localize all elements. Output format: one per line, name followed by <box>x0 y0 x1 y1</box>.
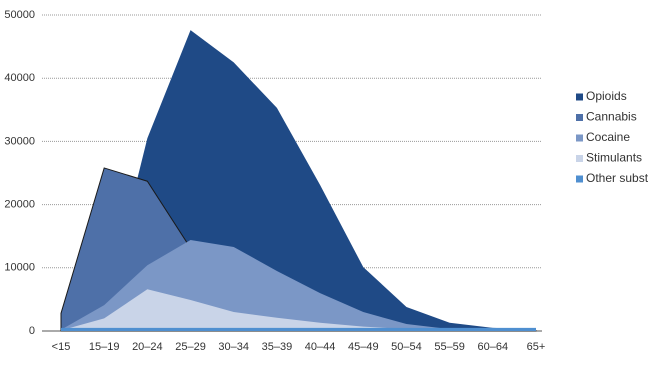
y-tick-label: 0 <box>29 325 35 337</box>
legend-swatch <box>576 175 583 183</box>
x-tick-label: 40–44 <box>305 341 336 353</box>
legend-label: Other subst <box>586 171 649 185</box>
y-tick-label: 20000 <box>4 199 35 211</box>
legend-label: Cocaine <box>586 130 630 144</box>
x-tick-label: 20–24 <box>132 341 163 353</box>
x-tick-label: <15 <box>52 341 71 353</box>
x-tick-label: 30–34 <box>218 341 249 353</box>
legend-label: Opioids <box>586 89 627 103</box>
legend-swatch <box>576 155 583 162</box>
y-tick-label: 10000 <box>4 262 35 274</box>
y-tick-label: 30000 <box>4 135 35 147</box>
y-tick-label: 40000 <box>4 72 35 84</box>
area <box>61 289 536 331</box>
y-tick-label: 50000 <box>4 9 35 21</box>
x-tick-label: 15–19 <box>89 341 120 353</box>
area <box>61 327 536 331</box>
x-tick-label: 45–49 <box>348 341 379 353</box>
legend-label: Stimulants <box>586 151 642 165</box>
x-tick-label: 55–59 <box>434 341 465 353</box>
legend-swatch <box>576 134 583 142</box>
legend-swatch <box>576 114 583 121</box>
x-tick-label: 65+ <box>527 341 546 353</box>
legend-swatch <box>576 93 583 101</box>
x-tick-label: 25–29 <box>175 341 206 353</box>
x-tick-label: 50–54 <box>391 341 422 353</box>
x-tick-label: 60–64 <box>478 341 509 353</box>
legend-label: Cannabis <box>586 110 637 124</box>
x-tick-label: 35–39 <box>262 341 293 353</box>
